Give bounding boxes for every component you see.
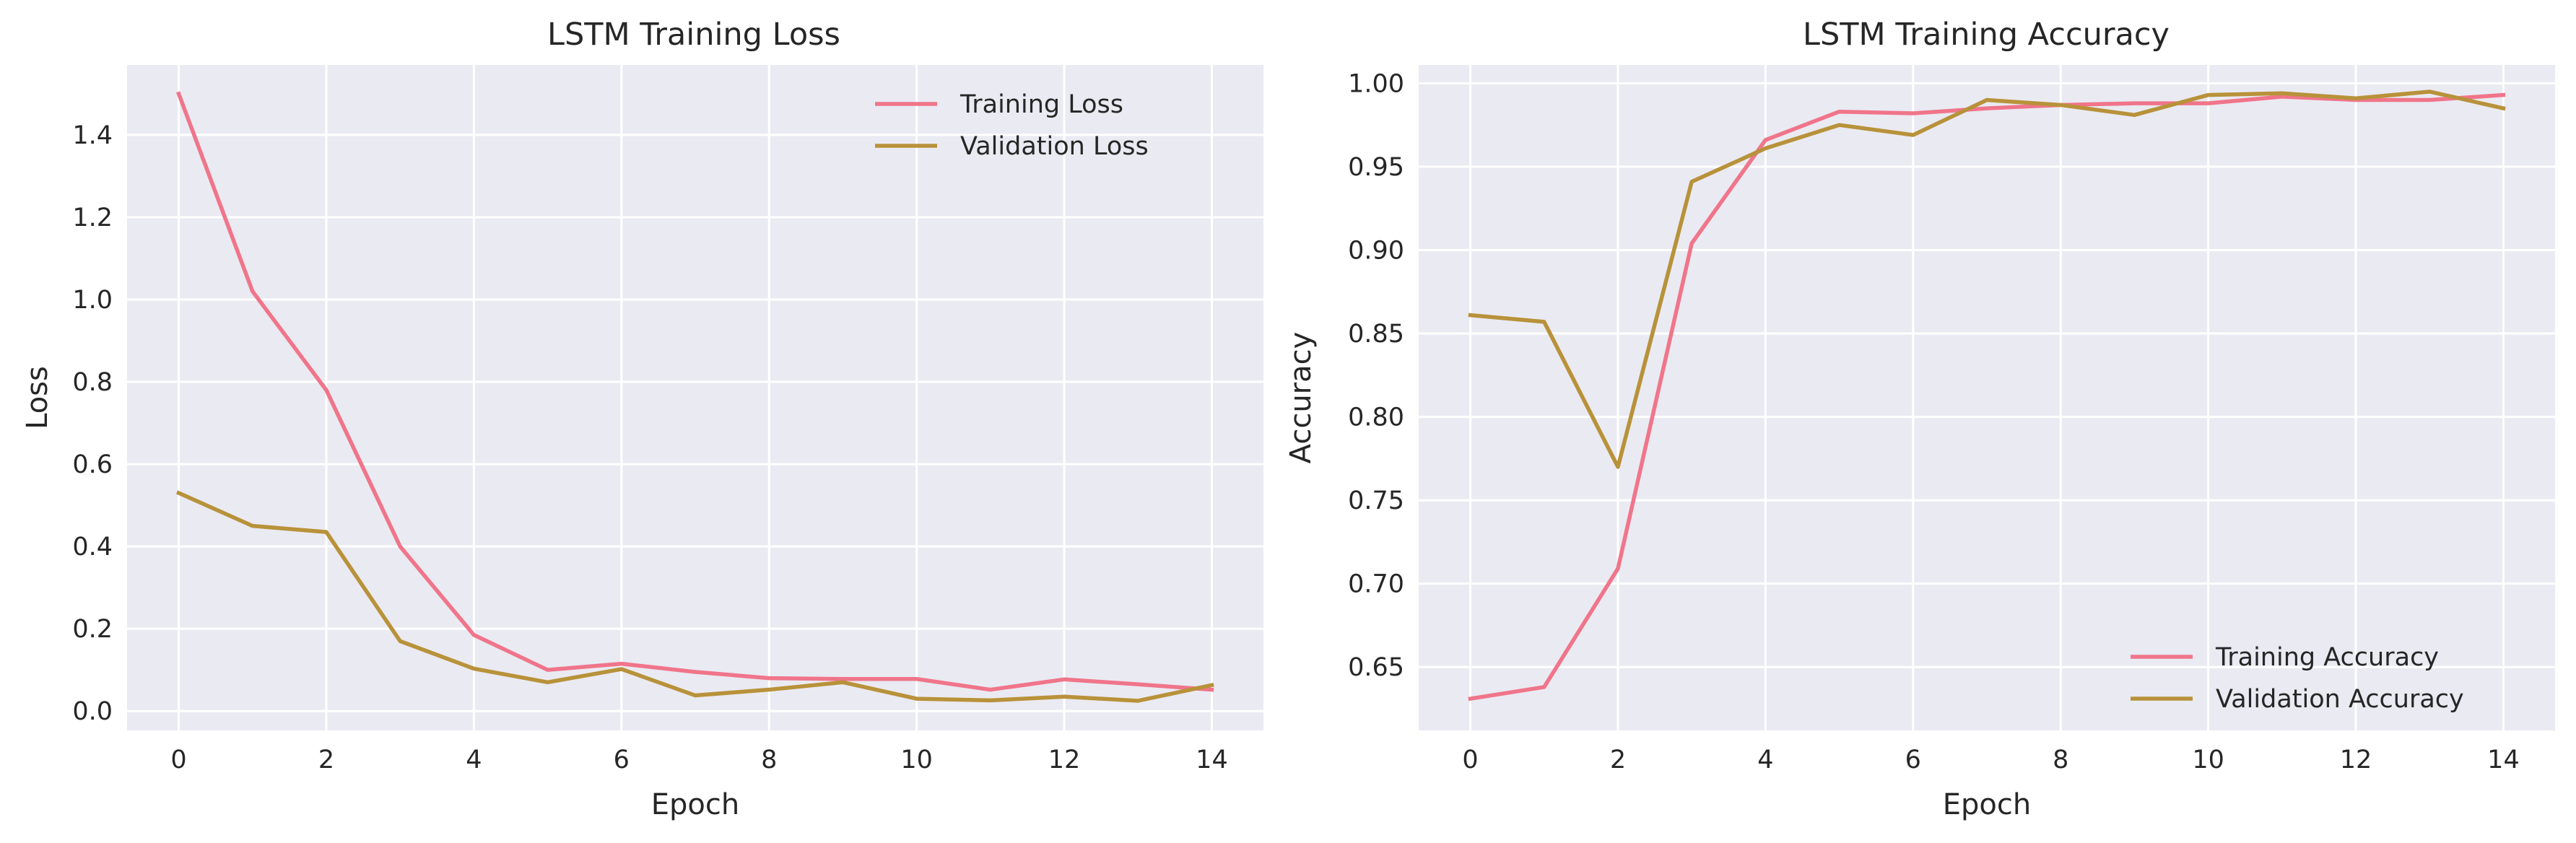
- accuracy-y-tick-label: 0.85: [1348, 320, 1404, 349]
- accuracy-y-ticks: 0.65 0.70 0.75 0.80 0.85 0.90 0.95 1.00: [1348, 69, 1404, 682]
- accuracy-x-tick-label: 6: [1905, 746, 1921, 774]
- loss-x-tick-label: 4: [466, 746, 482, 774]
- accuracy-y-tick-label: 0.80: [1348, 403, 1404, 432]
- loss-y-axis-label: Loss: [21, 366, 54, 429]
- loss-plot-area: [127, 65, 1263, 730]
- accuracy-y-axis-label: Accuracy: [1284, 332, 1318, 464]
- accuracy-chart: LSTM Training Accuracy 0 2 4 6 8 10 12 14 0.650…: [1284, 17, 2555, 821]
- accuracy-chart-title: LSTM Training Accuracy: [1803, 17, 2170, 53]
- loss-legend: Training Loss Validation Loss: [875, 90, 1149, 161]
- accuracy-x-tick-label: 12: [2340, 746, 2372, 774]
- loss-series-line-2: [175, 490, 1214, 703]
- loss-x-tick-label: 6: [614, 746, 630, 774]
- accuracy-legend-label: Training Accuracy: [2215, 643, 2439, 672]
- accuracy-x-tick-label: 2: [1610, 746, 1626, 774]
- loss-y-tick-label: 0.4: [72, 533, 113, 562]
- accuracy-x-tick-label: 0: [1462, 746, 1478, 774]
- loss-chart-title: LSTM Training Loss: [547, 17, 840, 53]
- loss-x-tick-label: 8: [761, 746, 777, 774]
- accuracy-plot-area: [1419, 65, 2555, 730]
- accuracy-series-line-2: [1468, 89, 2506, 469]
- loss-y-tick-label: 1.2: [72, 204, 113, 232]
- loss-x-tick-label: 12: [1048, 746, 1081, 774]
- loss-chart: LSTM Training Loss 0 2 4 6 8 10 12 14 0.0 0.2 0.4…: [21, 17, 1263, 821]
- loss-legend-label: Training Loss: [960, 90, 1123, 119]
- accuracy-y-tick-label: 0.95: [1348, 153, 1404, 182]
- accuracy-y-tick-label: 1.00: [1348, 69, 1404, 98]
- loss-legend-label: Validation Loss: [960, 132, 1149, 161]
- loss-y-tick-label: 0.2: [72, 615, 113, 644]
- loss-y-tick-label: 0.6: [72, 450, 113, 479]
- loss-y-tick-label: 1.0: [72, 286, 113, 315]
- loss-y-tick-label: 0.0: [72, 697, 113, 726]
- accuracy-y-tick-label: 0.75: [1348, 486, 1404, 515]
- loss-y-ticks: 0.0 0.2 0.4 0.6 0.8 1.0 1.2 1.4: [72, 121, 113, 726]
- loss-x-axis-label: Epoch: [651, 788, 739, 821]
- accuracy-legend-label: Validation Accuracy: [2216, 685, 2464, 714]
- loss-y-tick-label: 1.4: [72, 121, 113, 150]
- accuracy-x-axis-label: Epoch: [1943, 788, 2031, 821]
- loss-x-tick-label: 10: [900, 746, 933, 774]
- accuracy-x-tick-label: 8: [2053, 746, 2068, 774]
- accuracy-y-tick-label: 0.90: [1348, 236, 1404, 265]
- loss-y-tick-label: 0.8: [72, 368, 113, 397]
- accuracy-y-tick-label: 0.65: [1348, 653, 1404, 682]
- accuracy-series-line-1: [1468, 92, 2506, 702]
- loss-x-tick-label: 14: [1196, 746, 1228, 774]
- accuracy-x-ticks: 0 2 4 6 8 10 12 14: [1462, 746, 2519, 774]
- accuracy-x-tick-label: 10: [2192, 746, 2224, 774]
- loss-x-tick-label: 2: [318, 746, 334, 774]
- loss-series-group: [175, 91, 1214, 703]
- loss-series-line-1: [176, 91, 1214, 692]
- accuracy-series-group: [1468, 89, 2506, 702]
- loss-grid: [127, 65, 1263, 730]
- loss-x-tick-label: 0: [170, 746, 186, 774]
- accuracy-x-tick-label: 14: [2487, 746, 2520, 774]
- accuracy-grid: [1419, 65, 2555, 730]
- accuracy-legend: Training Accuracy Validation Accuracy: [2131, 643, 2464, 714]
- accuracy-y-tick-label: 0.70: [1348, 570, 1404, 599]
- accuracy-x-tick-label: 4: [1757, 746, 1773, 774]
- loss-x-ticks: 0 2 4 6 8 10 12 14: [170, 746, 1227, 774]
